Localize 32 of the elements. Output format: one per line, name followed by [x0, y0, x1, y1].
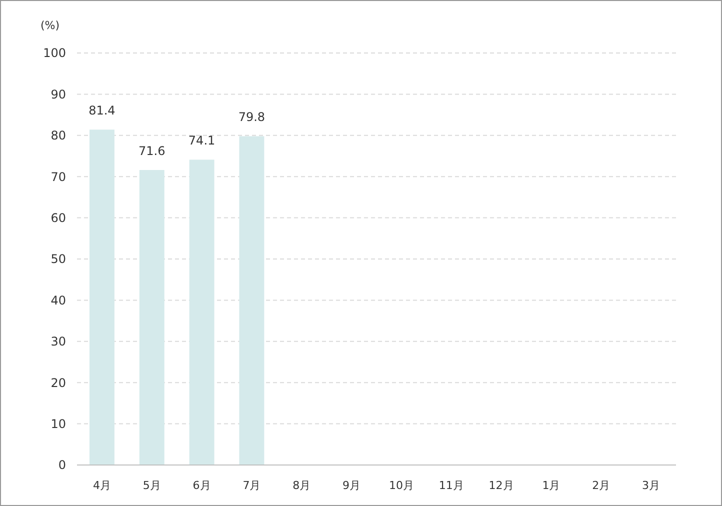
- y-tick-label: 20: [50, 376, 66, 390]
- bar: [139, 170, 164, 465]
- x-tick-label: 12月: [488, 479, 514, 492]
- x-tick-label: 6月: [192, 479, 211, 492]
- x-tick-label: 2月: [592, 479, 610, 492]
- x-tick-label: 5月: [142, 479, 161, 492]
- bar: [239, 136, 264, 465]
- x-tick-label: 7月: [242, 479, 261, 492]
- y-tick-label: 50: [50, 252, 66, 266]
- x-tick-label: 8月: [292, 479, 311, 492]
- x-tick-label: 4月: [92, 479, 111, 492]
- x-tick-label: 3月: [642, 479, 660, 492]
- x-tick-label: 11月: [438, 479, 464, 492]
- x-tick-label: 9月: [342, 479, 361, 492]
- x-tick-label: 10月: [388, 479, 414, 492]
- x-tick-label: 1月: [542, 479, 560, 492]
- y-axis-title: (%): [40, 19, 60, 32]
- y-tick-label: 10: [50, 417, 66, 431]
- bar: [89, 130, 114, 465]
- y-tick-label: 0: [58, 458, 66, 472]
- y-tick-label: 100: [43, 46, 66, 60]
- y-tick-label: 40: [50, 293, 66, 308]
- y-tick-label: 60: [50, 211, 66, 225]
- data-label: 71.6: [138, 144, 166, 158]
- y-tick-label: 70: [50, 170, 66, 184]
- data-label: 81.4: [88, 104, 116, 118]
- y-tick-label: 80: [50, 128, 66, 143]
- data-label: 79.8: [238, 110, 266, 124]
- data-label: 74.1: [188, 134, 216, 148]
- y-tick-label: 90: [50, 87, 66, 102]
- bar: [189, 160, 214, 465]
- y-tick-label: 30: [50, 334, 66, 349]
